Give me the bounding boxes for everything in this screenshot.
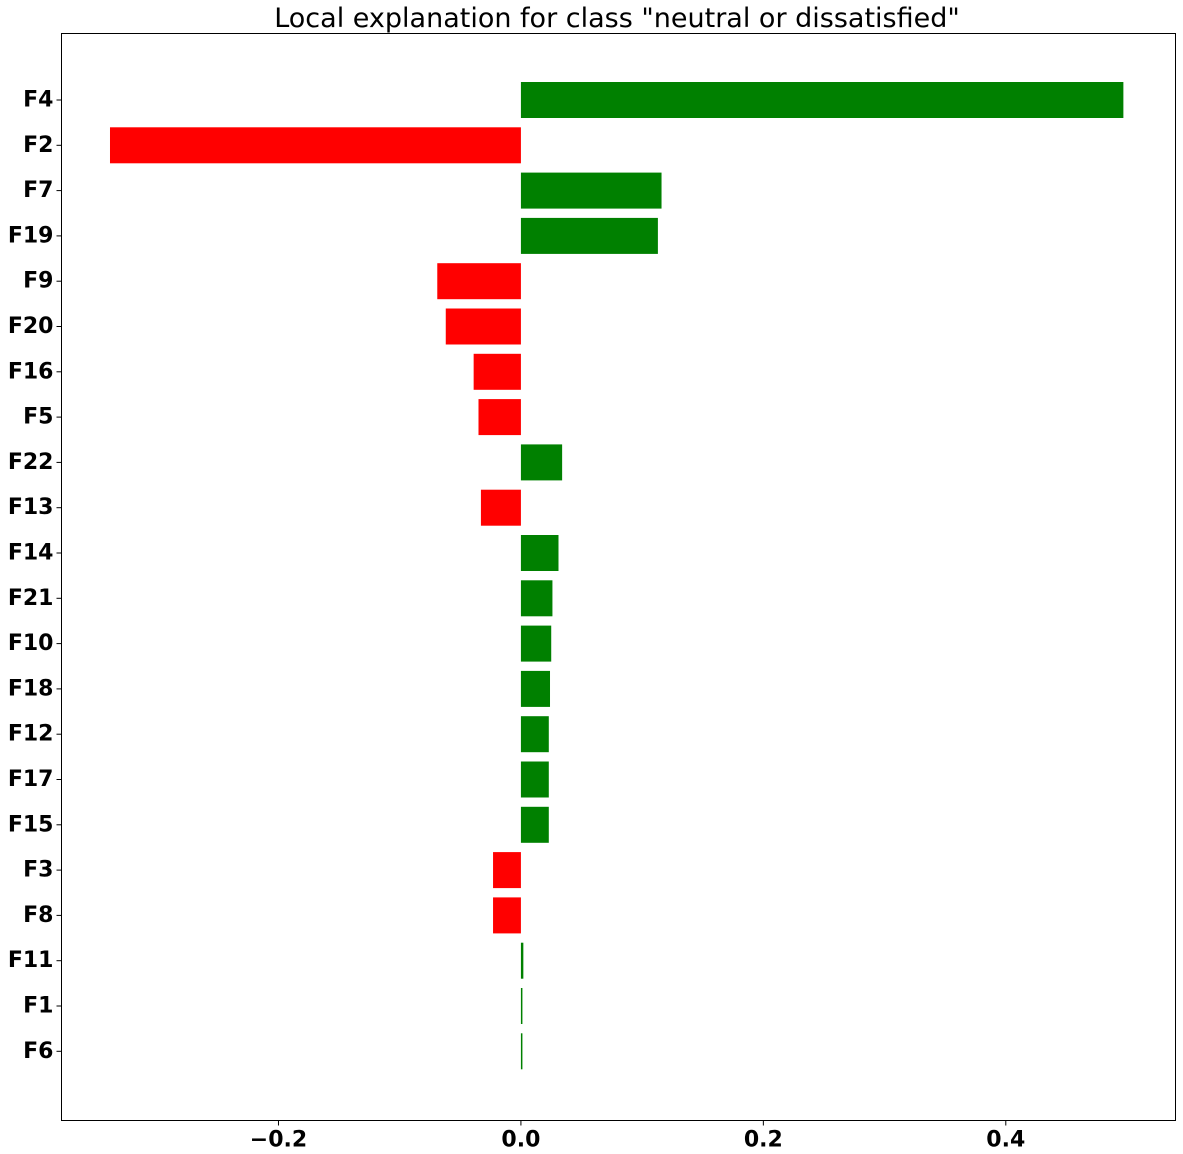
y-tick-label-f13: F13 — [8, 495, 54, 520]
bar-f12 — [520, 716, 549, 753]
bar-f11 — [520, 942, 524, 979]
y-tick-label-f11: F11 — [8, 948, 54, 973]
y-tick-label-f8: F8 — [23, 903, 53, 928]
x-tick-label: 0.4 — [986, 1128, 1025, 1153]
chart-title: Local explanation for class "neutral or … — [274, 3, 960, 34]
y-tick-label-f6: F6 — [23, 1039, 53, 1064]
bars-layer — [109, 82, 1124, 1070]
bar-f8 — [493, 897, 521, 934]
y-tick-label-f5: F5 — [23, 405, 53, 430]
bar-f14 — [520, 535, 559, 571]
x-tick-label: 0.0 — [501, 1128, 540, 1153]
bar-f1 — [520, 988, 523, 1024]
bar-f18 — [520, 670, 551, 707]
bar-f15 — [520, 806, 549, 843]
bar-f3 — [493, 852, 521, 889]
bar-f16 — [473, 353, 521, 390]
bar-f9 — [437, 263, 521, 300]
y-tick-label-f22: F22 — [8, 450, 54, 475]
bar-f4 — [520, 82, 1124, 118]
y-tick-label-f15: F15 — [8, 812, 54, 837]
plot-frame — [61, 33, 1176, 1121]
bar-f5 — [478, 399, 521, 436]
y-tick-label-f14: F14 — [8, 541, 54, 566]
y-tick-label-f10: F10 — [8, 631, 54, 656]
bar-f13 — [480, 489, 521, 526]
x-tick-label: 0.2 — [744, 1128, 783, 1153]
y-tick-label-f20: F20 — [8, 314, 54, 339]
y-tick-label-f3: F3 — [23, 858, 53, 883]
y-tick-label-f9: F9 — [23, 269, 53, 294]
bar-f21 — [520, 580, 553, 617]
y-tick-label-f21: F21 — [8, 586, 54, 611]
y-tick-label-f1: F1 — [23, 994, 53, 1019]
x-tick-label: −0.2 — [250, 1128, 307, 1153]
bar-f10 — [520, 625, 552, 662]
bar-f6 — [520, 1033, 523, 1070]
y-tick-label-f17: F17 — [8, 767, 54, 792]
y-tick-label-f7: F7 — [23, 178, 53, 203]
bar-f2 — [109, 127, 521, 164]
bar-f17 — [520, 761, 549, 798]
y-tick-label-f4: F4 — [23, 88, 53, 113]
bar-f7 — [520, 172, 662, 209]
y-tick-label-f12: F12 — [8, 722, 54, 747]
y-tick-label-f18: F18 — [8, 676, 54, 701]
bar-f20 — [445, 308, 521, 345]
y-tick-label-f19: F19 — [8, 223, 54, 248]
bar-f22 — [520, 444, 563, 481]
y-tick-label-f16: F16 — [8, 359, 54, 384]
bar-f19 — [520, 217, 658, 254]
x-axis-ticks: −0.2 0.0 0.2 0.4 — [250, 1120, 1025, 1153]
y-tick-label-f2: F2 — [23, 133, 53, 158]
y-tick-labels: F4 F2 F7 F19 F9 F20 F16 F5 F22 F13 F14 F21 F10 F18 F12… — [8, 88, 62, 1064]
